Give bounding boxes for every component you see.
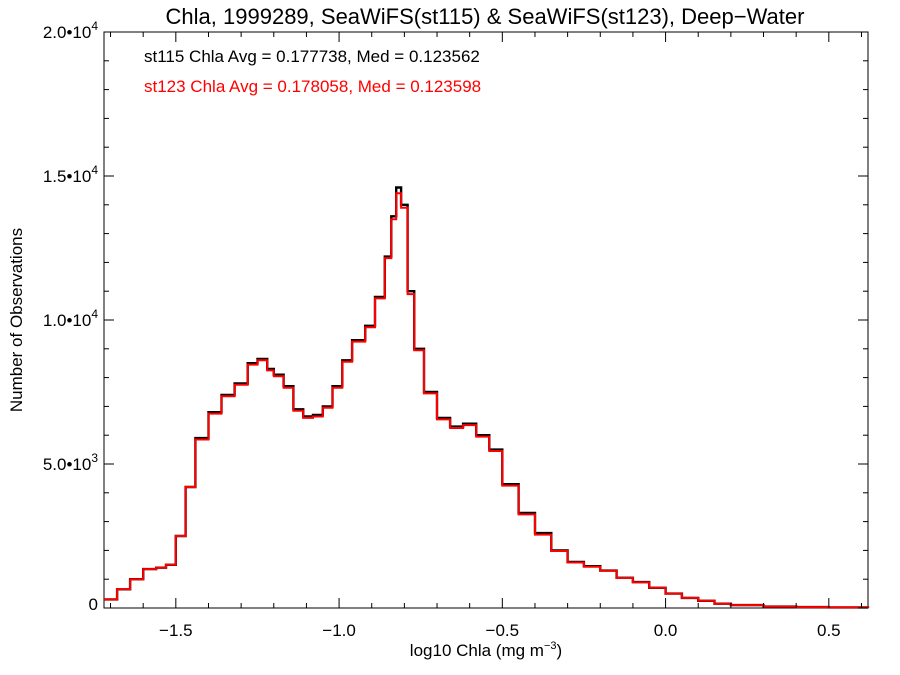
x-axis-label: log10 Chla (mg m−3) [410, 640, 562, 660]
x-axis-label-main: log10 Chla (mg m [410, 641, 544, 660]
y-tick-label: 1.0•104 [43, 307, 99, 330]
y-tick-label: 0 [89, 595, 98, 614]
tick-layer: −1.5 −1.0 −0.5 0.0 0.5 0 5.0•103 1.0•104 1.5•104… [43, 19, 868, 640]
plot-frame [103, 31, 869, 609]
y-tick-label: 2.0•104 [43, 19, 99, 42]
x-axis-label-exponent: −3 [544, 640, 557, 652]
series-st123-line [104, 192, 869, 609]
x-tick-label: 0.5 [817, 621, 841, 640]
x-tick-label: 0.0 [654, 621, 678, 640]
st115-stats-annotation: st115 Chla Avg = 0.177738, Med = 0.12356… [144, 47, 480, 66]
st123-stats-annotation: st123 Chla Avg = 0.178058, Med = 0.12359… [144, 77, 481, 96]
x-tick-label: −1.5 [159, 621, 193, 640]
series-layer [104, 186, 870, 609]
y-tick-label: 5.0•103 [43, 451, 99, 474]
y-axis-label: Number of Observations [7, 228, 26, 412]
y-tick-label: 1.5•104 [43, 163, 99, 186]
series-st115-line [104, 186, 870, 609]
x-axis-label-end: ) [557, 641, 563, 660]
x-tick-label: −0.5 [486, 621, 520, 640]
x-tick-label: −1.0 [322, 621, 356, 640]
chart-title: Chla, 1999289, SeaWiFS(st115) & SeaWiFS(… [166, 4, 805, 29]
